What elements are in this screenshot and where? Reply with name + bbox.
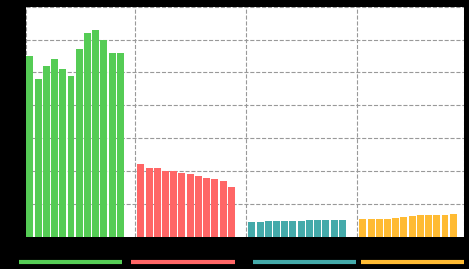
Bar — [384, 219, 391, 237]
Bar — [376, 219, 383, 237]
Bar — [170, 171, 177, 237]
Bar — [450, 214, 457, 237]
Bar — [68, 76, 75, 237]
Bar — [298, 221, 305, 237]
Bar — [92, 30, 99, 237]
Bar — [35, 79, 42, 237]
Bar — [257, 222, 264, 237]
Bar — [100, 40, 107, 237]
Bar — [76, 49, 83, 237]
Bar — [109, 53, 115, 237]
Bar — [117, 53, 124, 237]
Bar — [249, 222, 255, 237]
Bar — [145, 168, 152, 237]
Bar — [441, 215, 448, 237]
Bar — [306, 220, 313, 237]
Bar — [59, 69, 66, 237]
Bar — [154, 168, 161, 237]
Bar — [359, 219, 366, 237]
Bar — [187, 174, 194, 237]
Bar — [162, 171, 169, 237]
Bar — [43, 66, 50, 237]
Bar — [425, 215, 432, 237]
Bar — [273, 221, 280, 237]
Bar — [401, 217, 408, 237]
Bar — [137, 164, 144, 237]
Bar — [281, 221, 288, 237]
Bar — [84, 33, 91, 237]
Bar — [195, 176, 202, 237]
Bar — [289, 221, 296, 237]
Bar — [212, 179, 219, 237]
Bar — [408, 216, 416, 237]
Bar — [331, 220, 338, 237]
Bar — [417, 215, 424, 237]
Bar — [26, 56, 33, 237]
Bar — [433, 215, 440, 237]
Bar — [322, 220, 329, 237]
Bar — [228, 187, 235, 237]
Bar — [219, 181, 227, 237]
Bar — [179, 173, 185, 237]
Bar — [392, 218, 399, 237]
Bar — [314, 220, 321, 237]
Bar — [51, 59, 58, 237]
Bar — [339, 220, 346, 237]
Bar — [203, 178, 210, 237]
Bar — [265, 221, 272, 237]
Bar — [368, 219, 375, 237]
